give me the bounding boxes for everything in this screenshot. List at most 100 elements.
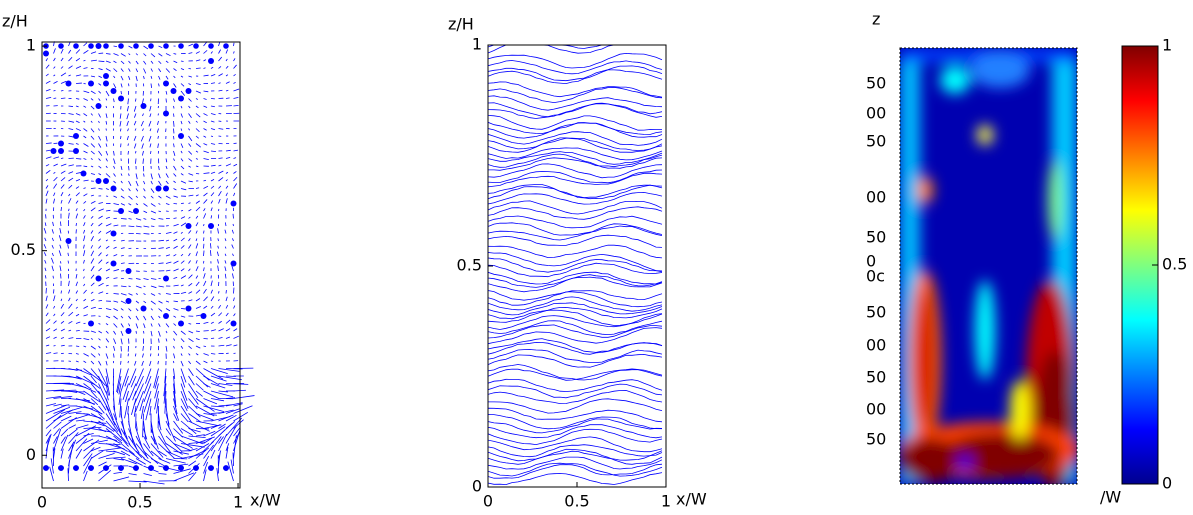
vector-arrow [218, 157, 223, 159]
vector-arrow [180, 443, 205, 448]
vector-arrow [135, 180, 139, 187]
vector-arrow [68, 113, 74, 115]
vector-arrow [142, 150, 144, 156]
vector-arrow [113, 330, 117, 335]
vector-arrow [165, 53, 171, 57]
vector-arrow [45, 336, 51, 339]
vector-dot [170, 88, 177, 94]
vector-arrow [188, 448, 198, 452]
vector-arrow [173, 375, 176, 394]
vector-arrow [135, 450, 145, 459]
vector-arrow [218, 128, 224, 130]
vector-arrow [173, 450, 189, 455]
vector-arrow [165, 203, 170, 205]
vector-dot [95, 103, 102, 109]
vector-arrow [90, 428, 112, 433]
vector-arrow [195, 260, 198, 264]
streamline [487, 271, 663, 285]
vector-arrow [120, 239, 125, 242]
vector-arrow [225, 198, 228, 204]
vector-arrow [188, 180, 193, 183]
vector-arrow [218, 291, 220, 294]
vector-arrow [113, 277, 118, 279]
vector-arrow [75, 413, 89, 415]
vector-arrow [227, 461, 234, 482]
vector-arrow [98, 188, 103, 190]
vector-arrow [83, 338, 90, 341]
vector-arrow [210, 375, 227, 382]
vector-dot [200, 313, 207, 319]
streamline [487, 462, 663, 477]
vector-arrow [98, 282, 104, 287]
vector-arrow [113, 353, 115, 358]
vector-arrow [60, 97, 66, 99]
vector-arrow [158, 330, 161, 337]
vector-arrow [203, 375, 220, 386]
vector-arrow [120, 330, 124, 336]
vector-arrow [98, 128, 100, 131]
vector-arrow [149, 128, 152, 132]
vector-arrow [216, 251, 219, 257]
vector-arrow [224, 238, 227, 242]
vector-arrow [225, 443, 230, 452]
vector-arrow [60, 199, 63, 204]
vector-arrow [60, 415, 72, 422]
vector-arrow [225, 81, 230, 84]
vector-arrow [120, 450, 131, 457]
streamline [487, 169, 663, 184]
vector-arrow [195, 128, 200, 133]
vector-dot [208, 43, 214, 49]
vector-arrow [233, 64, 237, 69]
vector-arrow [158, 180, 162, 186]
vector-arrow [120, 458, 137, 465]
vector-arrow [58, 250, 62, 257]
vector-arrow [83, 165, 88, 168]
vector-dot [163, 465, 169, 471]
vector-arrow [45, 312, 49, 317]
vector-arrow [68, 411, 82, 414]
vector-arrow [173, 83, 177, 88]
side-tick-label: 0 [866, 252, 876, 271]
vector-arrow [52, 275, 54, 279]
vector-arrow [218, 375, 242, 381]
vector-arrow [120, 75, 124, 81]
streamline [487, 121, 663, 138]
vector-arrow [173, 238, 178, 242]
streamline [487, 234, 663, 248]
vector-arrow [75, 200, 79, 204]
vector-dot [125, 268, 132, 274]
vector-arrow [225, 163, 232, 167]
vector-dot [230, 260, 237, 267]
vector-arrow [98, 259, 103, 264]
vector-arrow [113, 315, 118, 320]
vector-arrow [67, 244, 69, 249]
vector-arrow [83, 298, 87, 302]
vector-arrow [90, 113, 93, 116]
vector-arrow [105, 456, 126, 459]
vector-arrow [53, 428, 60, 437]
vector-arrow [216, 468, 219, 482]
vector-arrow [143, 450, 159, 465]
vector-arrow [68, 337, 74, 339]
vector-arrow [90, 143, 96, 148]
vector-arrow [68, 289, 71, 294]
vector-arrow [173, 223, 179, 227]
vector-arrow [180, 158, 184, 162]
vector-arrow [158, 239, 164, 242]
vector-arrow [143, 180, 146, 185]
vector-arrow [45, 142, 52, 144]
vector-arrow [90, 360, 95, 365]
vector-arrow [68, 428, 78, 437]
vector-arrow [203, 105, 208, 108]
vector-arrow [60, 303, 64, 309]
vector-arrow [150, 83, 152, 89]
vector-arrow [60, 72, 67, 77]
vector-arrow [105, 276, 110, 279]
vector-arrow [142, 353, 144, 358]
vector-arrow [233, 395, 255, 399]
vector-arrow [105, 338, 110, 343]
vector-arrow [203, 230, 205, 234]
vector-arrow [98, 413, 105, 420]
vector-arrow [120, 68, 124, 72]
vector-dot [65, 80, 72, 87]
